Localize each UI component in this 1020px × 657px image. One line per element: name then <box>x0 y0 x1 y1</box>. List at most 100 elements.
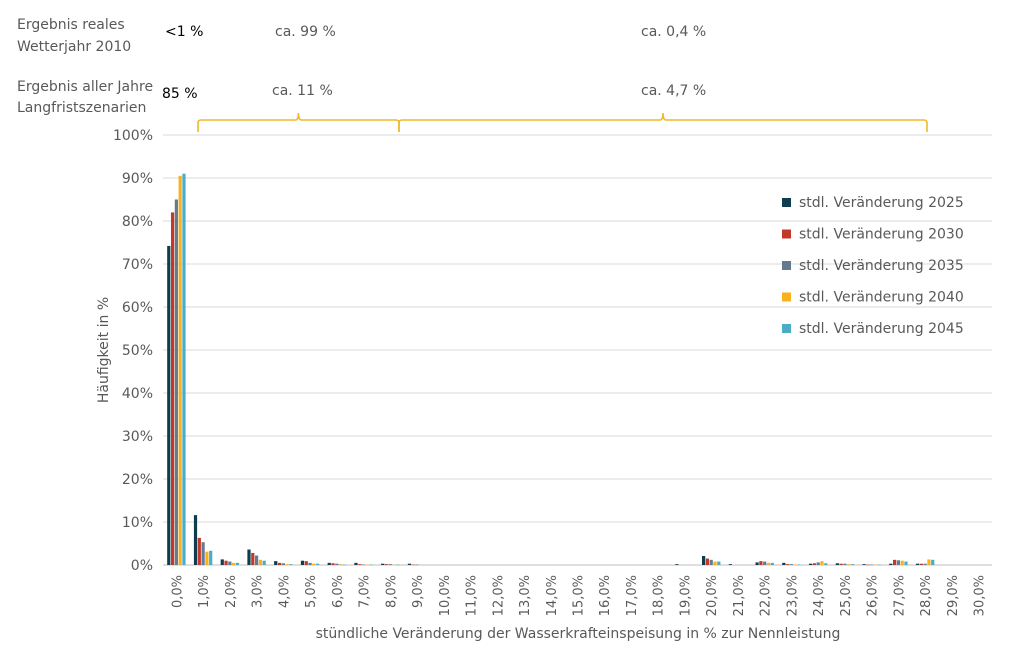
x-tick-label: 6,0% <box>331 575 346 608</box>
y-tick-label: 40% <box>122 386 153 402</box>
range-bracket <box>197 112 400 132</box>
x-tick-label: 23,0% <box>785 575 800 616</box>
bar <box>816 562 820 565</box>
bar <box>896 560 901 565</box>
bar <box>893 559 897 565</box>
x-tick-label: 21,0% <box>732 575 747 616</box>
bar <box>820 561 824 565</box>
bar <box>931 559 935 565</box>
bar <box>312 563 316 565</box>
bar <box>201 542 205 565</box>
bar <box>224 560 228 565</box>
x-tick-label: 12,0% <box>491 575 506 616</box>
bar <box>193 515 198 565</box>
bar <box>900 560 904 565</box>
chart-bars <box>167 173 935 566</box>
legend-label: stdl. Veränderung 2040 <box>799 290 964 306</box>
legend-label: stdl. Veränderung 2030 <box>799 227 964 243</box>
bar <box>786 564 790 565</box>
bar <box>331 563 335 565</box>
x-tick-label: 27,0% <box>892 575 907 616</box>
bar <box>782 562 786 565</box>
row1-label-line1: Ergebnis reales <box>17 17 125 33</box>
bar <box>247 549 251 565</box>
bar <box>300 560 305 565</box>
bar <box>277 562 282 565</box>
bar <box>812 563 816 565</box>
bar <box>384 564 389 565</box>
bar <box>835 563 839 565</box>
row2-label-line1: Ergebnis aller Jahre <box>17 79 154 95</box>
x-tick-label: 19,0% <box>678 575 693 616</box>
bar <box>789 564 794 565</box>
bar <box>728 564 732 565</box>
x-tick-label: 22,0% <box>759 575 774 616</box>
bar <box>919 563 923 565</box>
y-tick-label: 20% <box>122 472 153 488</box>
bar <box>675 564 679 565</box>
bar <box>392 564 396 566</box>
bar <box>904 561 908 565</box>
bar <box>316 563 320 565</box>
bar <box>182 173 186 565</box>
bar <box>843 563 847 565</box>
y-tick-label: 10% <box>122 515 153 531</box>
bar <box>258 559 262 565</box>
x-tick-label: 15,0% <box>572 575 587 616</box>
bar <box>870 564 874 566</box>
legend-swatch <box>782 324 791 333</box>
bar <box>170 212 175 565</box>
x-tick-label: 29,0% <box>946 575 961 616</box>
bar <box>763 561 767 565</box>
x-tick-label: 30,0% <box>973 575 988 616</box>
y-tick-label: 100% <box>113 128 153 144</box>
bar <box>411 564 415 566</box>
y-tick-label: 30% <box>122 429 153 445</box>
bar <box>354 562 358 565</box>
legend-label: stdl. Veränderung 2035 <box>799 258 964 274</box>
bar <box>220 559 224 565</box>
chart-legend: stdl. Veränderung 2025 stdl. Veränderung … <box>782 195 964 337</box>
x-tick-label: 24,0% <box>812 575 827 616</box>
y-tick-label: 70% <box>122 257 153 273</box>
bar <box>342 564 347 566</box>
legend-label: stdl. Veränderung 2025 <box>799 195 964 211</box>
legend-swatch <box>782 261 791 270</box>
bar <box>358 564 362 565</box>
y-tick-label: 0% <box>131 558 153 574</box>
x-tick-label: 9,0% <box>411 575 426 608</box>
x-tick-label: 17,0% <box>625 575 640 616</box>
bar <box>289 564 293 565</box>
y-tick-label: 90% <box>122 171 153 187</box>
bar <box>759 561 763 565</box>
bar <box>174 199 178 565</box>
range-brackets <box>197 112 928 132</box>
bar <box>847 564 851 565</box>
x-tick-label: 26,0% <box>866 575 881 616</box>
x-tick-label: 10,0% <box>438 575 453 616</box>
bar <box>304 561 308 565</box>
bar <box>862 564 866 565</box>
bar <box>396 564 400 566</box>
x-tick-label: 11,0% <box>465 575 480 616</box>
x-tick-label: 1,0% <box>197 575 212 608</box>
bar <box>365 564 369 566</box>
bar <box>766 562 771 565</box>
bar <box>209 550 213 565</box>
x-tick-label: 7,0% <box>358 575 373 608</box>
bar <box>232 562 236 565</box>
bar <box>793 564 797 566</box>
y-axis-label: Häufigkeit in % <box>96 297 112 403</box>
bar <box>308 562 312 565</box>
row2-value-large-range: ca. 4,7 % <box>641 83 707 99</box>
bar <box>770 562 774 565</box>
bar <box>339 564 343 565</box>
legend-label: stdl. Veränderung 2045 <box>799 321 964 337</box>
bar <box>415 564 419 566</box>
bar <box>274 561 278 565</box>
bar <box>873 564 878 566</box>
bar <box>702 555 706 565</box>
bar <box>281 563 285 565</box>
x-tick-label: 14,0% <box>545 575 560 616</box>
